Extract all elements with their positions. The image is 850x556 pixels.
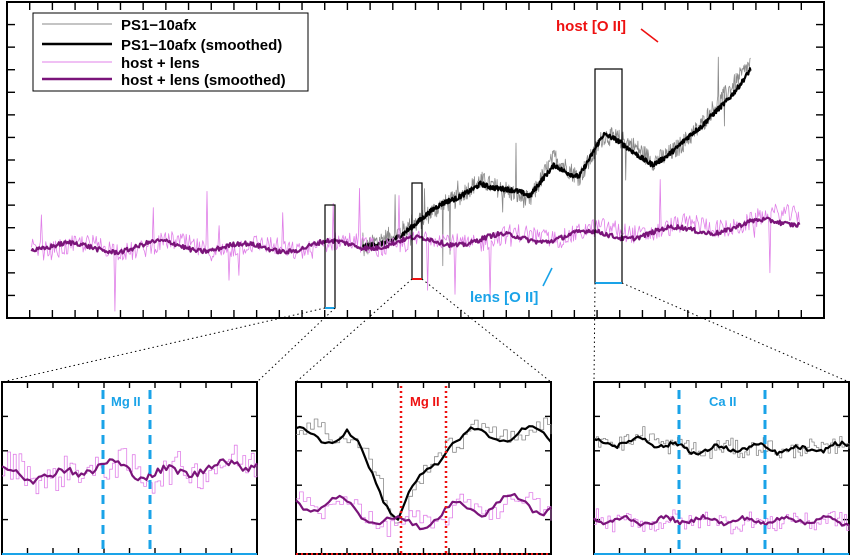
series-line-s1 — [593, 435, 850, 456]
series-line-s3 — [295, 492, 552, 531]
legend-label-host-lens: host + lens — [121, 55, 200, 72]
inset-middle-plot — [295, 417, 552, 537]
legend-label-ps1-smoothed: PS1−10afx (smoothed) — [121, 37, 282, 54]
zoom-connectors — [1, 278, 850, 383]
inset-right-ticks — [594, 382, 849, 554]
series-line-s0 — [2, 444, 258, 495]
series-line-s1 — [295, 425, 552, 521]
annotation-lens-oii: lens [O II] — [470, 289, 538, 306]
series-line-ps1-10afx — [362, 56, 751, 267]
inset-middle-label: Mg II — [410, 394, 440, 409]
legend-label-ps1: PS1−10afx — [121, 17, 197, 34]
series-line-ps1-10afx-smoothed- — [361, 67, 752, 249]
zoom-box-middle — [411, 182, 423, 280]
main-plot-area — [30, 56, 801, 312]
inset-right: Ca II — [593, 381, 850, 555]
series-line-s1 — [1, 458, 258, 485]
annotation-host-oii-pointer — [640, 28, 659, 43]
inset-left-label: Mg II — [111, 394, 141, 409]
inset-right-label: Ca II — [709, 394, 736, 409]
legend-label-host-lens-smoothed: host + lens (smoothed) — [121, 72, 286, 89]
series-line-s3 — [593, 513, 850, 527]
main-axis-ticks — [7, 2, 824, 318]
legend: PS1−10afx PS1−10afx (smoothed) host + le… — [32, 12, 309, 92]
annotation-lens-oii-pointer — [542, 267, 553, 287]
inset-right-plot — [593, 426, 850, 535]
inset-middle: Mg II — [295, 381, 552, 555]
series-line-s2 — [594, 508, 850, 535]
series-line-s0 — [296, 417, 552, 524]
series-line-host-lens-smoothed- — [30, 216, 801, 256]
series-line-host-lens — [31, 179, 800, 312]
zoom-box-right — [594, 68, 623, 284]
inset-left-plot — [1, 444, 258, 495]
annotation-host-oii: host [O II] — [556, 18, 626, 35]
inset-left: Mg II — [1, 381, 258, 555]
